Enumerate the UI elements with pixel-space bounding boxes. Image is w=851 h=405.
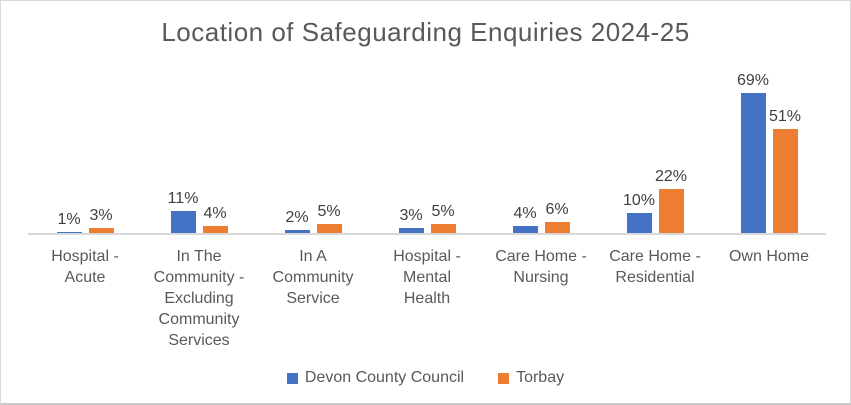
- x-axis-line: [28, 233, 826, 235]
- bar-wrap: 5%: [430, 203, 456, 234]
- category-group: 4% 6%: [484, 61, 598, 234]
- bar-value-label: 4%: [203, 205, 227, 222]
- bar-devon-county-council: [512, 226, 538, 234]
- bar-wrap: 10%: [623, 192, 655, 234]
- bar-value-label: 2%: [285, 209, 309, 226]
- bar-wrap: 51%: [769, 108, 801, 234]
- bar-wrap: 5%: [316, 203, 342, 234]
- bar-devon-county-council: [398, 228, 424, 234]
- bar-value-label: 1%: [57, 211, 81, 228]
- bar-torbay: [316, 224, 342, 234]
- bar-value-label: 3%: [89, 207, 113, 224]
- bar-devon-county-council: [740, 93, 766, 234]
- bar-value-label: 3%: [399, 207, 423, 224]
- bar-value-label: 5%: [317, 203, 341, 220]
- bar-wrap: 69%: [737, 72, 769, 234]
- category-label: Care Home - Residential: [609, 248, 701, 286]
- bar-devon-county-council: [170, 211, 196, 234]
- bar-pair: 1% 3%: [56, 207, 114, 234]
- bar-pair: 2% 5%: [284, 203, 342, 234]
- bar-torbay: [772, 129, 798, 234]
- bar-value-label: 4%: [513, 205, 537, 222]
- bar-value-label: 5%: [431, 203, 455, 220]
- bar-wrap: 11%: [168, 190, 198, 234]
- bar-value-label: 11%: [167, 190, 199, 207]
- bar-wrap: 2%: [284, 209, 310, 234]
- bar-value-label: 69%: [736, 72, 770, 89]
- bar-torbay: [88, 228, 114, 234]
- bar-value-label: 10%: [622, 192, 656, 209]
- category-group: 10% 22%: [598, 61, 712, 234]
- legend-item-torbay: Torbay: [498, 369, 564, 387]
- legend-label-devon-county-council: Devon County Council: [304, 369, 465, 386]
- category-group: 69% 51%: [712, 61, 826, 234]
- bar-wrap: 6%: [544, 201, 570, 234]
- bar-wrap: 4%: [202, 205, 228, 234]
- legend-swatch-torbay-icon: [498, 372, 510, 384]
- bar-wrap: 3%: [88, 207, 114, 234]
- bar-wrap: 22%: [655, 168, 687, 234]
- bar-pair: 4% 6%: [512, 201, 570, 234]
- bar-pair: 11% 4%: [168, 190, 228, 234]
- bar-value-label: 6%: [545, 201, 569, 218]
- bar-devon-county-council: [626, 213, 652, 234]
- category-group: 1% 3%: [28, 61, 142, 234]
- chart-title: Location of Safeguarding Enquiries 2024-…: [161, 17, 690, 47]
- legend-label-torbay: Torbay: [516, 369, 565, 386]
- bar-torbay: [544, 222, 570, 234]
- legend: Devon County Council Torbay: [1, 369, 850, 387]
- bar-torbay: [202, 226, 228, 234]
- bar-pair: 69% 51%: [737, 72, 801, 234]
- bar-pair: 10% 22%: [623, 168, 687, 234]
- legend-item-devon-county-council: Devon County Council: [286, 369, 465, 387]
- plot-area: 1% 3% 11% 4% 2% 5% 3% 5% 4% 6% 10% 22% 69% 51%: [28, 61, 826, 234]
- category-label: Hospital - Mental Health: [393, 248, 461, 307]
- category-label: Own Home: [728, 248, 810, 265]
- category-label: Care Home - Nursing: [495, 248, 587, 286]
- bar-pair: 3% 5%: [398, 203, 456, 234]
- bar-torbay: [430, 224, 456, 234]
- bar-value-label: 51%: [768, 108, 802, 125]
- bar-wrap: 3%: [398, 207, 424, 234]
- category-group: 11% 4%: [142, 61, 256, 234]
- bar-devon-county-council: [284, 230, 310, 234]
- bar-wrap: 4%: [512, 205, 538, 234]
- category-axis-labels: Hospital - Acute In The Community - Exclu…: [28, 246, 826, 351]
- bar-torbay: [658, 189, 684, 234]
- category-label: Hospital - Acute: [51, 248, 119, 286]
- category-label: In A Community Service: [272, 248, 354, 307]
- category-group: 2% 5%: [256, 61, 370, 234]
- legend-swatch-devon-icon: [286, 372, 298, 384]
- category-group: 3% 5%: [370, 61, 484, 234]
- bar-value-label: 22%: [654, 168, 688, 185]
- category-label: In The Community - Excluding Community S…: [153, 248, 245, 349]
